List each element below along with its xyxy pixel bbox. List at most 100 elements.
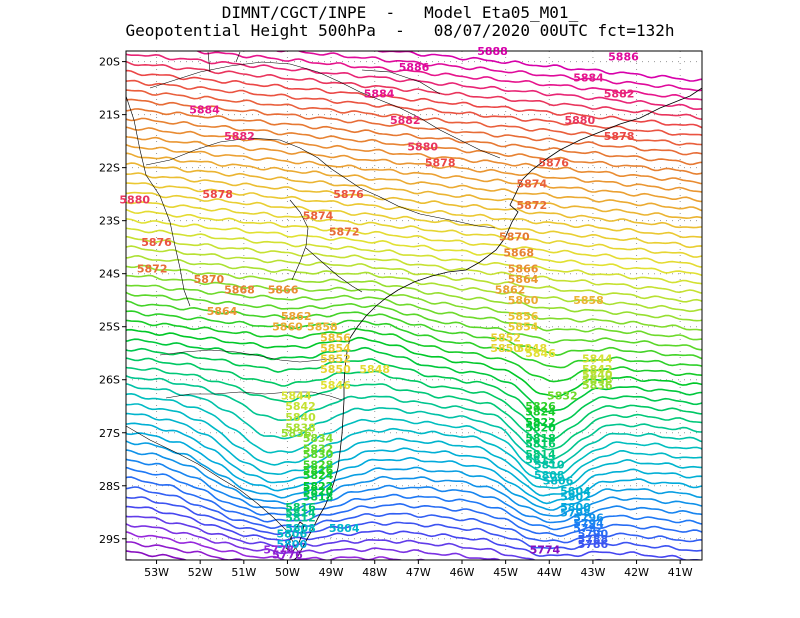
- contour-label: 5880: [407, 140, 438, 153]
- contour-line-5856: [126, 172, 702, 229]
- contour-label: 5840: [285, 411, 316, 424]
- contour-line-5814: [126, 366, 702, 451]
- lat-tick-label: 22S: [99, 162, 120, 175]
- lon-tick-label: 41W: [668, 566, 693, 579]
- contour-line-5822: [126, 328, 702, 398]
- lon-tick-label: 45W: [493, 566, 518, 579]
- contour-line-5880: [126, 60, 702, 120]
- contour-line-5798: [126, 440, 702, 511]
- contour-label: 5832: [547, 390, 578, 403]
- contour-label: 5836: [582, 379, 613, 392]
- state-border-south: [126, 349, 343, 553]
- contour-line-5802: [126, 422, 702, 497]
- contour-line-5786: [126, 496, 702, 552]
- lon-tick-label: 50W: [275, 566, 300, 579]
- contour-label: 5882: [390, 114, 421, 127]
- contour-line-5838: [126, 254, 702, 313]
- lat-tick-label: 20S: [99, 56, 120, 69]
- contour-label: 5822: [525, 416, 556, 429]
- contour-line-5778: [126, 531, 427, 560]
- contour-line-5860: [126, 152, 702, 212]
- contour-label: 5804: [329, 522, 360, 535]
- contour-label: 5806: [543, 474, 574, 487]
- contour-line-5810: [126, 383, 702, 469]
- contour-label: 5838: [582, 374, 613, 387]
- contour-line-5848: [126, 208, 702, 268]
- contour-line-5820: [126, 338, 702, 413]
- contour-label: 5814: [285, 506, 316, 519]
- contour-label: 5860: [272, 321, 303, 334]
- contour-label: 5816: [285, 501, 316, 514]
- lat-tick-label: 23S: [99, 215, 120, 228]
- contour-line-5806: [126, 403, 702, 482]
- contour-label: 5866: [268, 284, 299, 297]
- contour-line-5868: [126, 117, 702, 175]
- contour-label: 5870: [499, 231, 530, 244]
- contour-line-5796: [126, 449, 702, 517]
- contour-line-5862: [126, 143, 702, 203]
- state-border-parana: [145, 137, 496, 293]
- contour-line-5866: [126, 126, 702, 185]
- contour-label: 5822: [303, 480, 334, 493]
- contour-label: 5774: [530, 543, 561, 556]
- lon-tick-label: 49W: [319, 566, 344, 579]
- longitude-axis: 53W 52W 51W 50W 49W 48W 47W 46W 45W 44W 43W 42W 41W: [144, 560, 693, 579]
- contour-label: 5864: [207, 305, 238, 318]
- contour-label: 5828: [303, 459, 334, 472]
- contour-line-5870: [126, 108, 702, 166]
- contour-line-5808: [126, 392, 702, 476]
- contour-line-5834: [126, 274, 702, 331]
- contour-line-5852: [126, 191, 702, 249]
- lat-tick-label: 25S: [99, 321, 120, 334]
- contour-label: 5856: [508, 310, 539, 323]
- figure-title: DIMNT/CGCT/INPE - Model Eta05_M01_ Geopo…: [0, 4, 800, 40]
- lon-tick-label: 48W: [362, 566, 387, 579]
- contour-line-5878: [126, 69, 702, 129]
- contour-label: 5808: [534, 469, 565, 482]
- contour-label: 5858: [573, 294, 604, 307]
- contour-label: 5824: [303, 469, 334, 482]
- contour-label: 5862: [495, 284, 526, 297]
- contour-line-5790: [126, 476, 702, 538]
- contour-label: 5788: [578, 533, 609, 546]
- contour-line-5828: [126, 300, 702, 360]
- contour-label: 5832: [303, 443, 334, 456]
- lon-tick-label: 51W: [231, 566, 256, 579]
- contour-line-5826: [126, 310, 702, 369]
- lon-tick-label: 43W: [580, 566, 605, 579]
- contour-line-5850: [126, 201, 702, 258]
- lat-tick-label: 28S: [99, 480, 120, 493]
- contour-line-5818: [126, 347, 702, 428]
- contour-label: 5800: [277, 538, 308, 551]
- contour-line-5886: [274, 51, 702, 92]
- contour-label: 5862: [281, 310, 312, 323]
- lon-tick-label: 47W: [406, 566, 431, 579]
- contour-label: 5808: [285, 522, 316, 535]
- lagoa-dos-patos: [285, 521, 305, 553]
- contour-label: 5882: [604, 87, 635, 100]
- contour-label: 5820: [303, 485, 334, 498]
- contour-label: 5818: [303, 490, 334, 503]
- river-paraguay: [126, 95, 191, 307]
- contour-label: 5852: [320, 353, 351, 366]
- plot-frame: [125, 50, 703, 561]
- contour-labels: 5888588658865884588458845882588258825880…: [119, 45, 639, 562]
- contour-label: 5876: [333, 188, 364, 201]
- contour-label: 5876: [538, 156, 569, 169]
- contour-line-5776: [126, 541, 245, 560]
- latitude-axis: 20S 21S 22S 23S 24S 25S 26S 27S 28S 29S: [99, 56, 126, 546]
- contour-label: 5840: [582, 368, 613, 381]
- contour-label: 5882: [224, 130, 255, 143]
- contour-label: 5778: [263, 543, 294, 556]
- contour-label: 5838: [285, 421, 316, 434]
- contour-label: 5848: [359, 363, 390, 376]
- contour-label: 5868: [224, 284, 255, 297]
- contour-label: 5878: [604, 130, 635, 143]
- contour-label: 5874: [303, 209, 334, 222]
- contour-label: 5848: [517, 342, 548, 355]
- contour-label: 5844: [281, 390, 312, 403]
- contour-line-5788: [126, 486, 702, 544]
- lon-tick-label: 42W: [624, 566, 649, 579]
- contour-label: 5810: [534, 459, 565, 472]
